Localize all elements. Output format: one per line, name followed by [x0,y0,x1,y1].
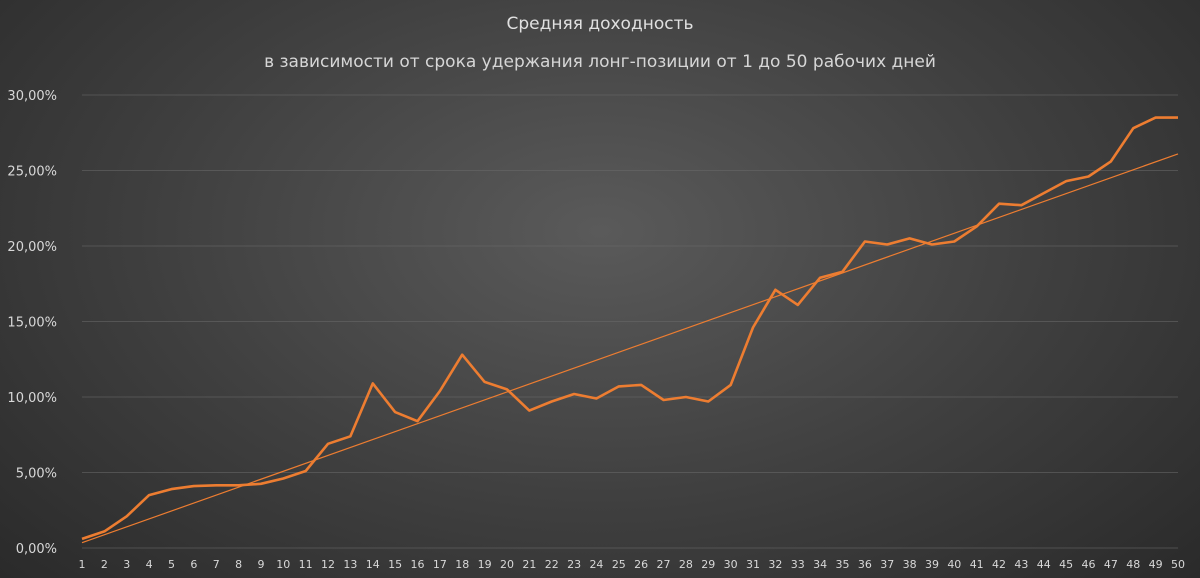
y-tick-label: 30,00% [7,89,57,104]
x-tick-label: 38 [903,558,917,571]
x-tick-label: 49 [1149,558,1163,571]
x-tick-label: 47 [1104,558,1118,571]
y-tick-label: 5,00% [16,467,57,482]
x-tick-label: 28 [679,558,693,571]
x-tick-label: 46 [1082,558,1096,571]
x-tick-label: 5 [168,558,175,571]
x-tick-label: 32 [768,558,782,571]
x-tick-label: 50 [1171,558,1185,571]
x-tick-label: 13 [343,558,357,571]
series-line-average-return [81,116,1178,541]
x-tick-label: 15 [388,558,402,571]
x-tick-label: 42 [992,558,1006,571]
y-tick-label: 25,00% [7,165,57,180]
x-tick-label: 43 [1014,558,1028,571]
x-tick-label: 26 [634,558,648,571]
x-tick-label: 29 [701,558,715,571]
x-tick-label: 4 [146,558,153,571]
x-tick-label: 30 [724,558,738,571]
y-tick-label: 20,00% [7,240,57,255]
series-layer [81,116,1179,544]
x-tick-label: 40 [947,558,961,571]
y-tick-label: 10,00% [7,391,57,406]
x-tick-label: 37 [880,558,894,571]
x-tick-label: 24 [589,558,603,571]
x-tick-label: 44 [1037,558,1051,571]
y-tick-label: 15,00% [7,316,57,331]
x-tick-label: 2 [101,558,108,571]
chart-subtitle: в зависимости от срока удержания лонг-по… [264,52,936,72]
x-tick-label: 8 [235,558,242,571]
x-tick-label: 1 [79,558,86,571]
gridlines [82,94,1178,549]
x-tick-label: 39 [925,558,939,571]
x-tick-label: 21 [522,558,536,571]
chart-title: Средняя доходность [506,14,694,34]
x-tick-label: 3 [123,558,130,571]
x-tick-label: 31 [746,558,760,571]
x-tick-label: 33 [791,558,805,571]
y-tick-label: 0,00% [16,542,57,557]
y-axis-ticks: 0,00% 5,00% 10,00% 15,00% 20,00% 25,00% 30,00% [7,89,57,557]
x-tick-label: 10 [276,558,290,571]
x-tick-label: 19 [478,558,492,571]
x-tick-label: 6 [190,558,197,571]
x-tick-label: 48 [1126,558,1140,571]
x-tick-label: 11 [299,558,313,571]
x-tick-label: 22 [545,558,559,571]
trendline [81,153,1179,544]
x-tick-label: 14 [366,558,380,571]
x-tick-label: 16 [411,558,425,571]
x-tick-label: 41 [970,558,984,571]
x-tick-label: 25 [612,558,626,571]
x-tick-label: 9 [257,558,264,571]
x-tick-label: 35 [835,558,849,571]
x-tick-label: 7 [213,558,220,571]
x-tick-label: 12 [321,558,335,571]
x-tick-label: 45 [1059,558,1073,571]
x-axis-ticks: 1 2 3 4 5 6 7 8 9 10 11 12 13 14 15 16 17 18 19 20 21 22 23 24 2… [79,558,1186,571]
x-tick-label: 36 [858,558,872,571]
x-tick-label: 23 [567,558,581,571]
x-tick-label: 20 [500,558,514,571]
x-tick-label: 27 [657,558,671,571]
x-tick-label: 34 [813,558,827,571]
x-tick-label: 17 [433,558,447,571]
x-tick-label: 18 [455,558,469,571]
